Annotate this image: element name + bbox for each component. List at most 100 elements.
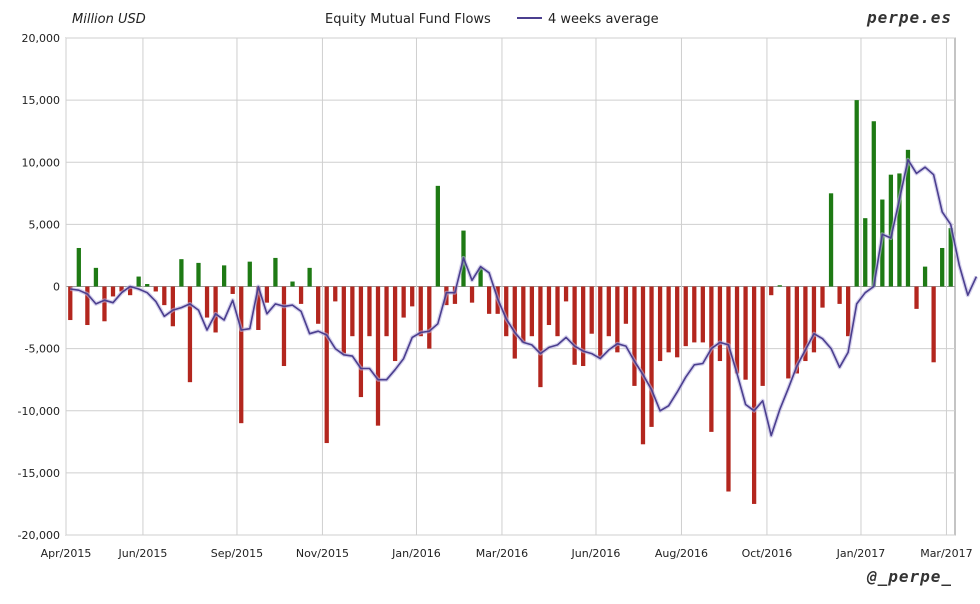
x-tick-label: Jun/2015 [117, 547, 167, 560]
flow-bar [145, 284, 150, 287]
average-line [70, 157, 979, 438]
flow-bar [350, 286, 355, 337]
x-tick-label: Aug/2016 [655, 547, 708, 560]
flow-bar [324, 286, 329, 444]
flow-bar [162, 286, 167, 306]
x-tick-label: Apr/2015 [41, 547, 92, 560]
x-tick-label: Mar/2017 [920, 547, 972, 560]
flow-bar [119, 286, 124, 292]
flow-bar [555, 286, 560, 337]
flow-bar [478, 267, 483, 287]
flow-bar [196, 262, 201, 287]
flow-bar [68, 286, 73, 321]
flow-bar [392, 286, 398, 362]
flow-bar [692, 286, 697, 343]
flow-bar [256, 286, 261, 330]
flow-bar [846, 286, 851, 337]
flow-bar [529, 286, 535, 337]
brand-logo: perpe.es [866, 8, 952, 27]
x-tick-label: Oct/2016 [742, 547, 793, 560]
flow-bar [136, 276, 141, 287]
flow-bar [683, 286, 688, 347]
flow-bar [769, 286, 774, 296]
grid [65, 37, 956, 536]
flow-bar [828, 193, 834, 287]
y-tick-label: -20,000 [18, 529, 60, 542]
flow-bar [367, 286, 372, 337]
flow-bar [623, 286, 629, 324]
flow-bar [581, 286, 586, 367]
unit-label: Million USD [72, 12, 146, 27]
average-series-line [70, 159, 978, 437]
flow-bar [640, 286, 646, 445]
flow-bar [179, 259, 184, 287]
flow-bar [521, 286, 526, 343]
flow-bar [281, 286, 287, 367]
flow-bar [709, 286, 714, 432]
flow-bar [110, 286, 116, 297]
flow-bar [589, 286, 594, 334]
flow-bar [290, 281, 295, 287]
flow-bar [102, 286, 107, 322]
x-tick-label: Jan/2016 [391, 547, 441, 560]
flow-bar [222, 265, 227, 287]
flow-bar [418, 286, 423, 337]
footer-handle: @_perpe_ [866, 567, 952, 586]
flow-bar [897, 173, 902, 287]
flow-bar [922, 266, 928, 287]
flow-bar [717, 286, 723, 362]
flow-bar [76, 247, 81, 287]
y-tick-label: 20,000 [22, 32, 61, 45]
flow-bar [820, 286, 825, 308]
flow-bar [803, 286, 808, 362]
flow-bar [538, 286, 543, 388]
flow-bar [127, 286, 133, 296]
flow-bar [213, 286, 218, 333]
flow-bar [512, 286, 517, 359]
x-tick-label: Sep/2015 [211, 547, 263, 560]
flow-bar [675, 286, 680, 358]
flow-bar [230, 286, 235, 294]
flow-bar [666, 286, 671, 353]
flow-bar [786, 286, 791, 379]
y-tick-label: 15,000 [22, 94, 61, 107]
flow-bar [657, 286, 663, 362]
flow-bar [606, 286, 611, 337]
flow-bar [435, 185, 440, 287]
flow-bar [563, 286, 569, 302]
y-tick-label: -10,000 [18, 405, 60, 418]
flow-bar [401, 286, 406, 318]
flow-bar [153, 286, 158, 292]
flow-bar [931, 286, 936, 363]
x-axis-ticks: Apr/2015 Jun/2015 Sep/2015 Nov/2015 Jan/2016… [41, 547, 973, 560]
flow-bar [333, 286, 338, 302]
x-tick-label: Jun/2016 [571, 547, 621, 560]
flow-bar [469, 286, 475, 303]
flow-bar [811, 286, 817, 353]
flow-bar [341, 286, 346, 354]
flow-bar [427, 286, 432, 349]
flow-bar [85, 286, 90, 326]
flow-bar [948, 228, 953, 287]
flow-bar [452, 286, 458, 304]
flow-bar [273, 257, 278, 287]
flow-bar [905, 149, 911, 287]
flow-bar [914, 286, 919, 309]
y-tick-label: 10,000 [22, 156, 61, 169]
flow-bar [375, 286, 381, 426]
flow-bar [572, 286, 577, 365]
x-tick-label: Jan/2017 [836, 547, 886, 560]
legend-title: Equity Mutual Fund Flows [325, 12, 491, 27]
flow-bar [751, 286, 757, 504]
flow-bar [734, 286, 740, 374]
flow-bar [316, 286, 321, 324]
flow-bar [247, 261, 252, 287]
flow-bar [264, 286, 270, 303]
legend-average-label: 4 weeks average [548, 12, 659, 27]
flow-bar [837, 286, 842, 304]
flow-bar [794, 286, 799, 374]
flow-bar [187, 286, 193, 383]
flow-bar [239, 286, 244, 424]
y-tick-label: 0 [53, 281, 60, 294]
